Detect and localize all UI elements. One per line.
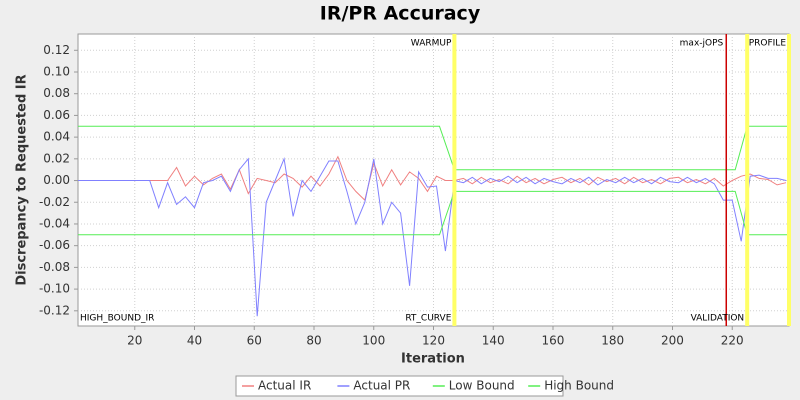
series-line [78, 156, 787, 317]
marker-label: RT_CURVE [405, 314, 451, 324]
y-tick-label: -0.10 [39, 282, 70, 296]
y-tick-label: -0.02 [39, 195, 70, 209]
y-axis-label: Discrepancy to Requested IR [15, 74, 30, 285]
legend-box [235, 375, 564, 397]
legend-label: Low Bound [449, 379, 515, 393]
x-tick-label: 60 [247, 334, 262, 348]
y-tick-label: -0.06 [39, 238, 70, 252]
marker-label: PROFILE [749, 39, 787, 49]
series-line [78, 125, 789, 171]
y-tick-label: 0.06 [43, 108, 70, 122]
x-axis-label: Iteration [401, 352, 465, 367]
marker-label: VALIDATION [691, 314, 745, 324]
x-tick-label: 180 [601, 334, 624, 348]
x-tick-label: 40 [187, 334, 202, 348]
y-tick-label: 0.02 [43, 151, 70, 165]
series-line [78, 190, 789, 236]
x-tick-label: 140 [482, 334, 505, 348]
marker-label: WARMUP [411, 39, 452, 49]
y-tick-label: -0.04 [39, 216, 70, 230]
chart-title: IR/PR Accuracy [320, 3, 481, 25]
y-tick-label: -0.08 [39, 260, 70, 274]
y-tick-label: 0.12 [43, 43, 70, 57]
x-tick-label: 100 [362, 334, 385, 348]
y-tick-label: 0.10 [43, 64, 70, 78]
x-tick-label: 160 [542, 334, 565, 348]
x-tick-label: 200 [661, 334, 684, 348]
x-tick-label: 20 [127, 334, 142, 348]
x-tick-label: 80 [306, 334, 321, 348]
legend-label: Actual IR [258, 379, 311, 393]
legend-label: High Bound [544, 379, 614, 393]
series-line [78, 155, 787, 202]
y-tick-label: 0.04 [43, 130, 70, 144]
y-tick-label: 0.00 [43, 173, 70, 187]
x-tick-label: 220 [721, 334, 744, 348]
legend-label: Actual PR [353, 379, 410, 393]
y-tick-label: -0.12 [39, 303, 70, 317]
x-tick-label: 120 [422, 334, 445, 348]
marker-label: max-jOPS [680, 39, 724, 49]
y-tick-label: 0.08 [43, 86, 70, 100]
marker-label: HIGH_BOUND_IR [80, 314, 154, 324]
